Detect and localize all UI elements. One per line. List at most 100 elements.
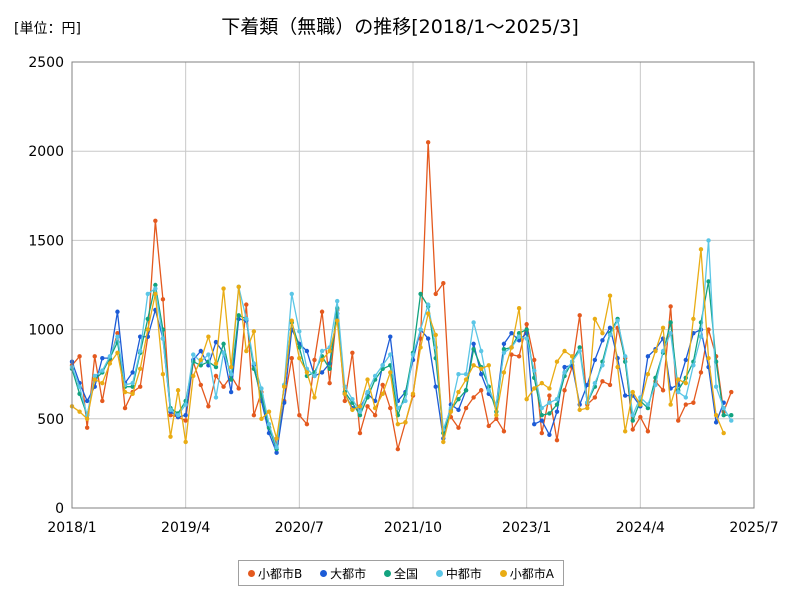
data-point — [259, 416, 264, 421]
data-point — [418, 345, 423, 350]
data-point — [441, 439, 446, 445]
data-point — [100, 380, 105, 386]
data-point — [509, 330, 514, 336]
data-point — [198, 363, 204, 368]
data-point — [713, 413, 719, 418]
data-point — [77, 384, 82, 389]
data-point — [713, 384, 719, 389]
data-point — [456, 389, 461, 395]
data-point — [244, 348, 249, 354]
data-point — [145, 291, 150, 297]
data-point — [183, 402, 188, 407]
data-point — [577, 407, 582, 413]
data-point — [115, 350, 120, 355]
data-point — [213, 373, 219, 379]
data-point — [335, 318, 340, 323]
legend-item: 全国 — [383, 565, 418, 582]
legend-label: 小都市B — [257, 566, 303, 581]
data-point — [357, 404, 363, 409]
data-point — [259, 386, 264, 391]
data-point — [84, 398, 90, 404]
data-point — [206, 352, 211, 357]
data-point — [729, 413, 734, 418]
x-tick-label: 2018/1 — [47, 520, 96, 536]
data-point — [228, 364, 234, 370]
data-point — [153, 218, 158, 223]
data-point — [615, 364, 620, 370]
data-point — [372, 405, 378, 411]
data-point — [479, 348, 484, 354]
data-point — [365, 377, 370, 382]
data-point — [698, 247, 704, 252]
data-point — [516, 305, 522, 311]
data-point — [463, 405, 469, 411]
data-point — [160, 372, 166, 377]
data-point — [433, 291, 438, 297]
data-point — [168, 407, 173, 413]
data-point — [471, 341, 476, 347]
data-point — [516, 354, 522, 359]
data-point — [206, 404, 211, 409]
data-point — [630, 418, 635, 423]
data-point — [547, 411, 552, 416]
data-point — [456, 425, 461, 430]
data-point — [683, 380, 688, 386]
data-point — [191, 373, 196, 379]
data-point — [653, 348, 658, 354]
data-point — [638, 414, 643, 420]
data-point — [335, 298, 340, 304]
data-point — [372, 373, 378, 379]
axis-labels: 0 500 1000 1500 2000 2500 2018/1 2019/4 2020/7 20… — [28, 55, 778, 536]
data-point — [380, 391, 385, 397]
data-point — [547, 386, 552, 391]
x-tick-label: 2025/7 — [729, 520, 778, 536]
legend-item: 小都市A — [499, 565, 554, 582]
series-4 — [69, 247, 726, 445]
data-point — [668, 330, 673, 336]
data-point — [221, 350, 226, 355]
data-point — [289, 291, 294, 297]
data-point — [388, 334, 393, 339]
data-point — [319, 357, 325, 363]
data-point — [448, 409, 454, 414]
data-point — [645, 402, 651, 407]
data-point — [228, 389, 234, 395]
data-point — [84, 416, 90, 421]
data-point — [539, 413, 545, 418]
data-point — [251, 329, 257, 334]
data-point — [516, 334, 522, 339]
data-point — [585, 405, 590, 411]
data-point — [138, 384, 143, 389]
data-point — [516, 330, 522, 336]
data-point — [683, 402, 688, 407]
data-point — [501, 350, 507, 355]
data-point — [471, 363, 476, 368]
data-point — [77, 354, 82, 359]
data-point — [721, 413, 726, 418]
data-point — [388, 352, 393, 357]
data-point — [228, 377, 234, 382]
data-point — [433, 384, 438, 389]
data-point — [607, 332, 613, 338]
data-point — [350, 407, 355, 413]
data-point — [676, 418, 681, 423]
data-point — [622, 429, 628, 434]
data-point — [501, 429, 507, 434]
data-point — [100, 398, 105, 404]
data-point — [92, 354, 97, 359]
data-point — [668, 402, 673, 407]
data-point — [395, 405, 401, 411]
data-point — [425, 311, 431, 316]
data-point — [122, 389, 128, 395]
data-point — [403, 398, 408, 404]
data-point — [274, 450, 279, 455]
data-point — [115, 334, 120, 339]
data-point — [562, 370, 567, 375]
data-point — [691, 316, 696, 322]
data-point — [357, 430, 363, 436]
data-point — [721, 430, 726, 436]
data-point — [463, 377, 469, 382]
data-point — [153, 286, 158, 291]
data-point — [691, 363, 696, 368]
data-point — [676, 377, 681, 382]
